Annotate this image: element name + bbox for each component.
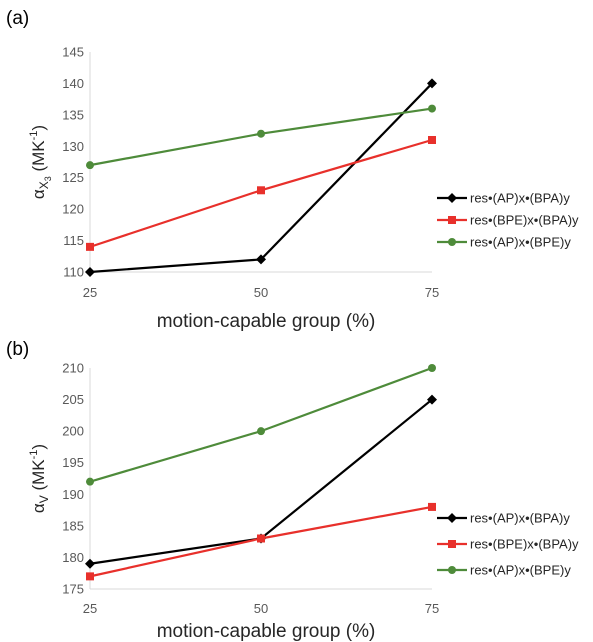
y-tick-label: 130 [62, 139, 84, 154]
chart-panel-b: (b) 175 180 185 190 195 200 205 210 25 50 75 motion-… [6, 339, 579, 642]
legend: res•(AP)x•(BPA)y res•(BPE)x•(BPA)y res•(AP… [437, 191, 579, 250]
x-tick-label: 75 [425, 601, 439, 616]
data-point [86, 477, 94, 486]
legend-label: res•(AP)x•(BPE)y [470, 235, 571, 250]
y-axis-title: αX3 (MK-1) [28, 125, 53, 199]
series-line [89, 82, 433, 274]
legend-label: res•(BPE)x•(BPA)y [470, 213, 579, 228]
y-tick-label: 200 [62, 424, 84, 439]
y-tick-label: 175 [62, 582, 84, 597]
legend-marker [448, 216, 456, 224]
y-tick-label: 115 [63, 233, 84, 248]
data-point [427, 394, 437, 405]
x-tick-label: 50 [254, 285, 268, 300]
series-0 [85, 394, 437, 569]
legend-label: res•(BPE)x•(BPA)y [470, 537, 579, 552]
y-tick-label: 120 [62, 202, 84, 217]
x-tick-label: 50 [254, 601, 268, 616]
legend-label: res•(AP)x•(BPE)y [470, 563, 571, 578]
legend-label: res•(AP)x•(BPA)y [470, 511, 570, 526]
legend-label: res•(AP)x•(BPA)y [470, 191, 570, 206]
x-tick-label: 75 [425, 285, 439, 300]
x-tick-label: 25 [83, 601, 97, 616]
y-tick-label: 205 [62, 392, 84, 407]
y-tick-label: 135 [62, 107, 84, 122]
y-title-superscript: -1 [28, 450, 40, 460]
y-title-subscript: V [37, 495, 51, 503]
chart-panel-a: (a) 110 115 120 125 130 135 140 145 25 50 75 motion-… [6, 8, 579, 332]
y-title-close: ) [29, 444, 48, 450]
y-tick-label: 110 [63, 265, 84, 280]
legend: res•(AP)x•(BPA)y res•(BPE)x•(BPA)y res•(AP… [437, 511, 579, 578]
y-title-close: ) [29, 125, 48, 131]
series-2 [86, 104, 436, 170]
y-title-subscript: X [37, 181, 51, 189]
data-point [86, 242, 94, 251]
y-title-units: (MK [29, 140, 48, 177]
y-title-units: (MK [29, 459, 48, 496]
y-tick-label: 185 [62, 518, 84, 533]
panel-label: (a) [6, 8, 29, 29]
panel-label: (b) [6, 339, 29, 360]
legend-marker [448, 238, 456, 246]
y-tick-label: 180 [62, 550, 84, 565]
x-axis-title: motion-capable group (%) [157, 311, 376, 332]
x-tick-label: 25 [83, 285, 97, 300]
data-point [86, 161, 94, 170]
data-point [257, 427, 265, 436]
series-1 [86, 136, 436, 251]
y-title-symbol: α [29, 189, 48, 199]
y-title-subsubscript: 3 [43, 176, 53, 181]
series-2 [86, 364, 436, 486]
legend-marker [447, 193, 457, 203]
y-title-symbol: α [29, 503, 48, 513]
data-point [257, 186, 265, 195]
data-point [428, 502, 436, 511]
data-point [85, 267, 95, 277]
y-tick-label: 145 [62, 45, 84, 60]
data-point [256, 254, 266, 265]
y-tick-label: 195 [62, 455, 84, 470]
data-point [257, 534, 265, 543]
data-point [428, 104, 436, 113]
y-tick-label: 210 [62, 361, 84, 376]
series-line [89, 366, 433, 483]
data-point [428, 364, 436, 372]
series-0 [85, 78, 437, 277]
data-point [257, 129, 265, 138]
data-point [85, 558, 95, 569]
data-point [428, 136, 436, 144]
y-tick-label: 140 [62, 76, 84, 91]
series-1 [86, 502, 436, 581]
x-axis-title: motion-capable group (%) [157, 621, 376, 642]
y-tick-label: 190 [62, 487, 84, 502]
data-point [86, 572, 94, 581]
y-title-superscript: -1 [28, 131, 40, 141]
y-tick-label: 125 [62, 170, 84, 185]
legend-marker [448, 540, 456, 548]
legend-marker [447, 513, 457, 523]
y-axis-title: αV (MK-1) [28, 444, 51, 513]
legend-marker [448, 566, 456, 574]
data-point [427, 78, 437, 89]
